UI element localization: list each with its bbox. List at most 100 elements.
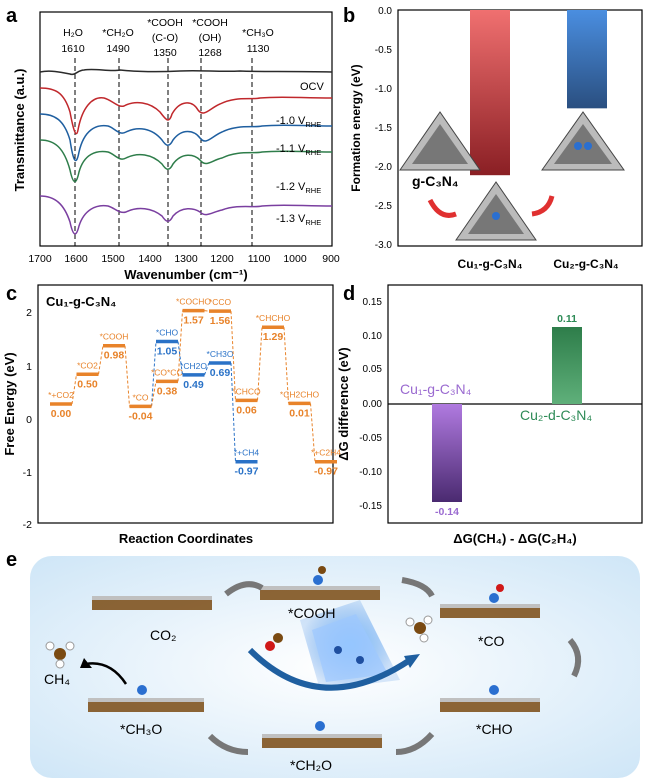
- arrow-icon: [567, 638, 582, 678]
- bar-cu1-g-c3n4: [470, 10, 510, 176]
- y-tick: 0.0: [378, 6, 392, 17]
- spectrum-1.3V: [39, 195, 333, 235]
- cycle-arrows: [80, 577, 582, 755]
- panel-c: c Cu₁-g-C₃N₄ 2 1 0 -1 -2 Free Energy (eV…: [2, 283, 341, 546]
- energy-value-label: -0.04: [129, 410, 153, 422]
- energy-connector: [98, 345, 104, 375]
- spectrum-1.0V: [39, 87, 333, 135]
- panel-e: e CO₂ *COOH *CO: [6, 549, 640, 778]
- y-axis-label-c: Free Energy (eV): [2, 352, 17, 455]
- panel-letter-d: d: [343, 283, 355, 305]
- arrow-icon: [207, 733, 249, 755]
- trace-label-ocv: OCV: [300, 81, 325, 93]
- intermediate-label: *CCO: [209, 297, 232, 307]
- intermediate-label: *CH2O: [180, 361, 207, 371]
- peak-label: *CH₃O: [242, 27, 274, 39]
- arrow-icon: [395, 731, 435, 755]
- x-axis-label-d: ΔG(CH₄) - ΔG(C₂H₄): [453, 531, 577, 546]
- x-axis-label-c: Reaction Coordinates: [119, 531, 253, 546]
- intermediate-label: *+CH4: [234, 448, 260, 458]
- y-tick: -1.0: [375, 84, 393, 95]
- series-label-cu1: Cu₁-g-C₃N₄: [400, 381, 472, 397]
- x-tick: 1000: [283, 253, 307, 265]
- trace-label: -1.1 VRHE: [276, 143, 321, 157]
- peak-label: H₂O: [63, 27, 83, 39]
- plot-frame-b: [397, 9, 643, 247]
- subtitle-c: Cu₁-g-C₃N₄: [46, 294, 116, 309]
- energy-connector: [204, 310, 210, 312]
- slab-co: [440, 584, 540, 618]
- energy-value-label: 1.57: [183, 315, 204, 327]
- y-tick: 0: [26, 414, 32, 426]
- arrow-head-icon: [404, 654, 420, 668]
- intermediate-label: *+C2H4: [311, 448, 341, 458]
- y-tick: 0.00: [363, 399, 383, 410]
- energy-value-label: 0.69: [210, 367, 231, 379]
- y-tick: -3.0: [375, 240, 393, 251]
- peak-position: 1610: [61, 43, 85, 55]
- y-tick: 0.05: [363, 364, 383, 375]
- energy-value-label: 1.56: [210, 315, 231, 327]
- species-label: *CH₂O: [290, 757, 332, 773]
- bar-label-cu1: Cu₁-g-C₃N₄: [458, 257, 523, 271]
- energy-value-label: 0.01: [289, 407, 310, 419]
- slab-ch3o: [88, 685, 204, 712]
- arrow-icon: [224, 581, 264, 597]
- panel-letter-b: b: [343, 5, 355, 27]
- x-tick: 1700: [28, 253, 52, 265]
- peak-position: 1268: [198, 47, 222, 59]
- peak-label: *CH₂O: [102, 27, 134, 39]
- y-tick: -1: [23, 467, 32, 479]
- arrow-icon: [531, 195, 555, 217]
- energy-value-label: -0.97: [314, 466, 338, 478]
- y-tick: -0.10: [359, 467, 382, 478]
- catalyst-sheet-illustration: [300, 600, 400, 690]
- spectrum-ocv: [39, 68, 333, 76]
- energy-value-label: 0.49: [183, 379, 204, 391]
- energy-value-label: 0.98: [104, 350, 125, 362]
- energy-value-label: 0.38: [157, 385, 178, 397]
- ch4-product-molecule-icon: [45, 641, 75, 669]
- y-tick: 0.15: [363, 297, 383, 308]
- energy-value-label: 0.00: [51, 408, 72, 420]
- intermediate-label: *CHO: [156, 328, 179, 338]
- intermediate-label: *CO2: [77, 360, 98, 370]
- arrow-icon: [85, 662, 128, 685]
- y-axis-label-d: ΔG difference (eV): [336, 347, 351, 460]
- cu1-structure-illustration: [455, 181, 537, 241]
- species-label: *CH₃O: [120, 721, 162, 737]
- panel-letter-a: a: [6, 5, 18, 27]
- energy-connector: [283, 327, 289, 404]
- slab-cho: [440, 685, 540, 712]
- energy-connector: [151, 341, 157, 407]
- bar-value-label: 0.11: [557, 313, 577, 325]
- g-c3n4-label: g-C₃N₄: [412, 173, 459, 189]
- x-tick: 1100: [248, 253, 271, 265]
- x-tick: 1500: [101, 253, 125, 265]
- peak-sublabel: (C-O): [152, 32, 178, 44]
- energy-value-label: -0.97: [235, 466, 259, 478]
- peak-position: 1130: [247, 43, 270, 55]
- bar-cu2-d-c3n4: [552, 327, 582, 404]
- spectrum-1.1V: [39, 113, 333, 162]
- bar-label-cu2: Cu₂-g-C₃N₄: [553, 257, 619, 271]
- y-tick: -1.5: [375, 123, 393, 134]
- peak-label: *COOH: [192, 17, 228, 29]
- x-tick: 1200: [210, 253, 234, 265]
- panel-letter-e: e: [6, 549, 17, 571]
- y-tick: -0.05: [359, 433, 382, 444]
- trace-label: -1.3 VRHE: [276, 213, 321, 227]
- intermediate-label: *CH3O: [207, 349, 234, 359]
- intermediate-label: *CO: [132, 392, 148, 402]
- intermediate-label: *CHCHO: [256, 313, 291, 323]
- panel-a: a H₂O 1610 *CH₂O 1490 *COOH (C-O) 1350 *…: [6, 5, 340, 282]
- panel-letter-c: c: [6, 283, 17, 305]
- arrow-head-icon: [80, 658, 92, 668]
- peak-label: *COOH: [147, 17, 183, 29]
- cycle-arrow-icon: [247, 647, 412, 691]
- energy-connector: [151, 381, 157, 407]
- energy-connector: [204, 362, 210, 376]
- x-tick: 900: [322, 253, 340, 265]
- plot-frame-a: [39, 11, 333, 247]
- energy-connector: [71, 374, 77, 405]
